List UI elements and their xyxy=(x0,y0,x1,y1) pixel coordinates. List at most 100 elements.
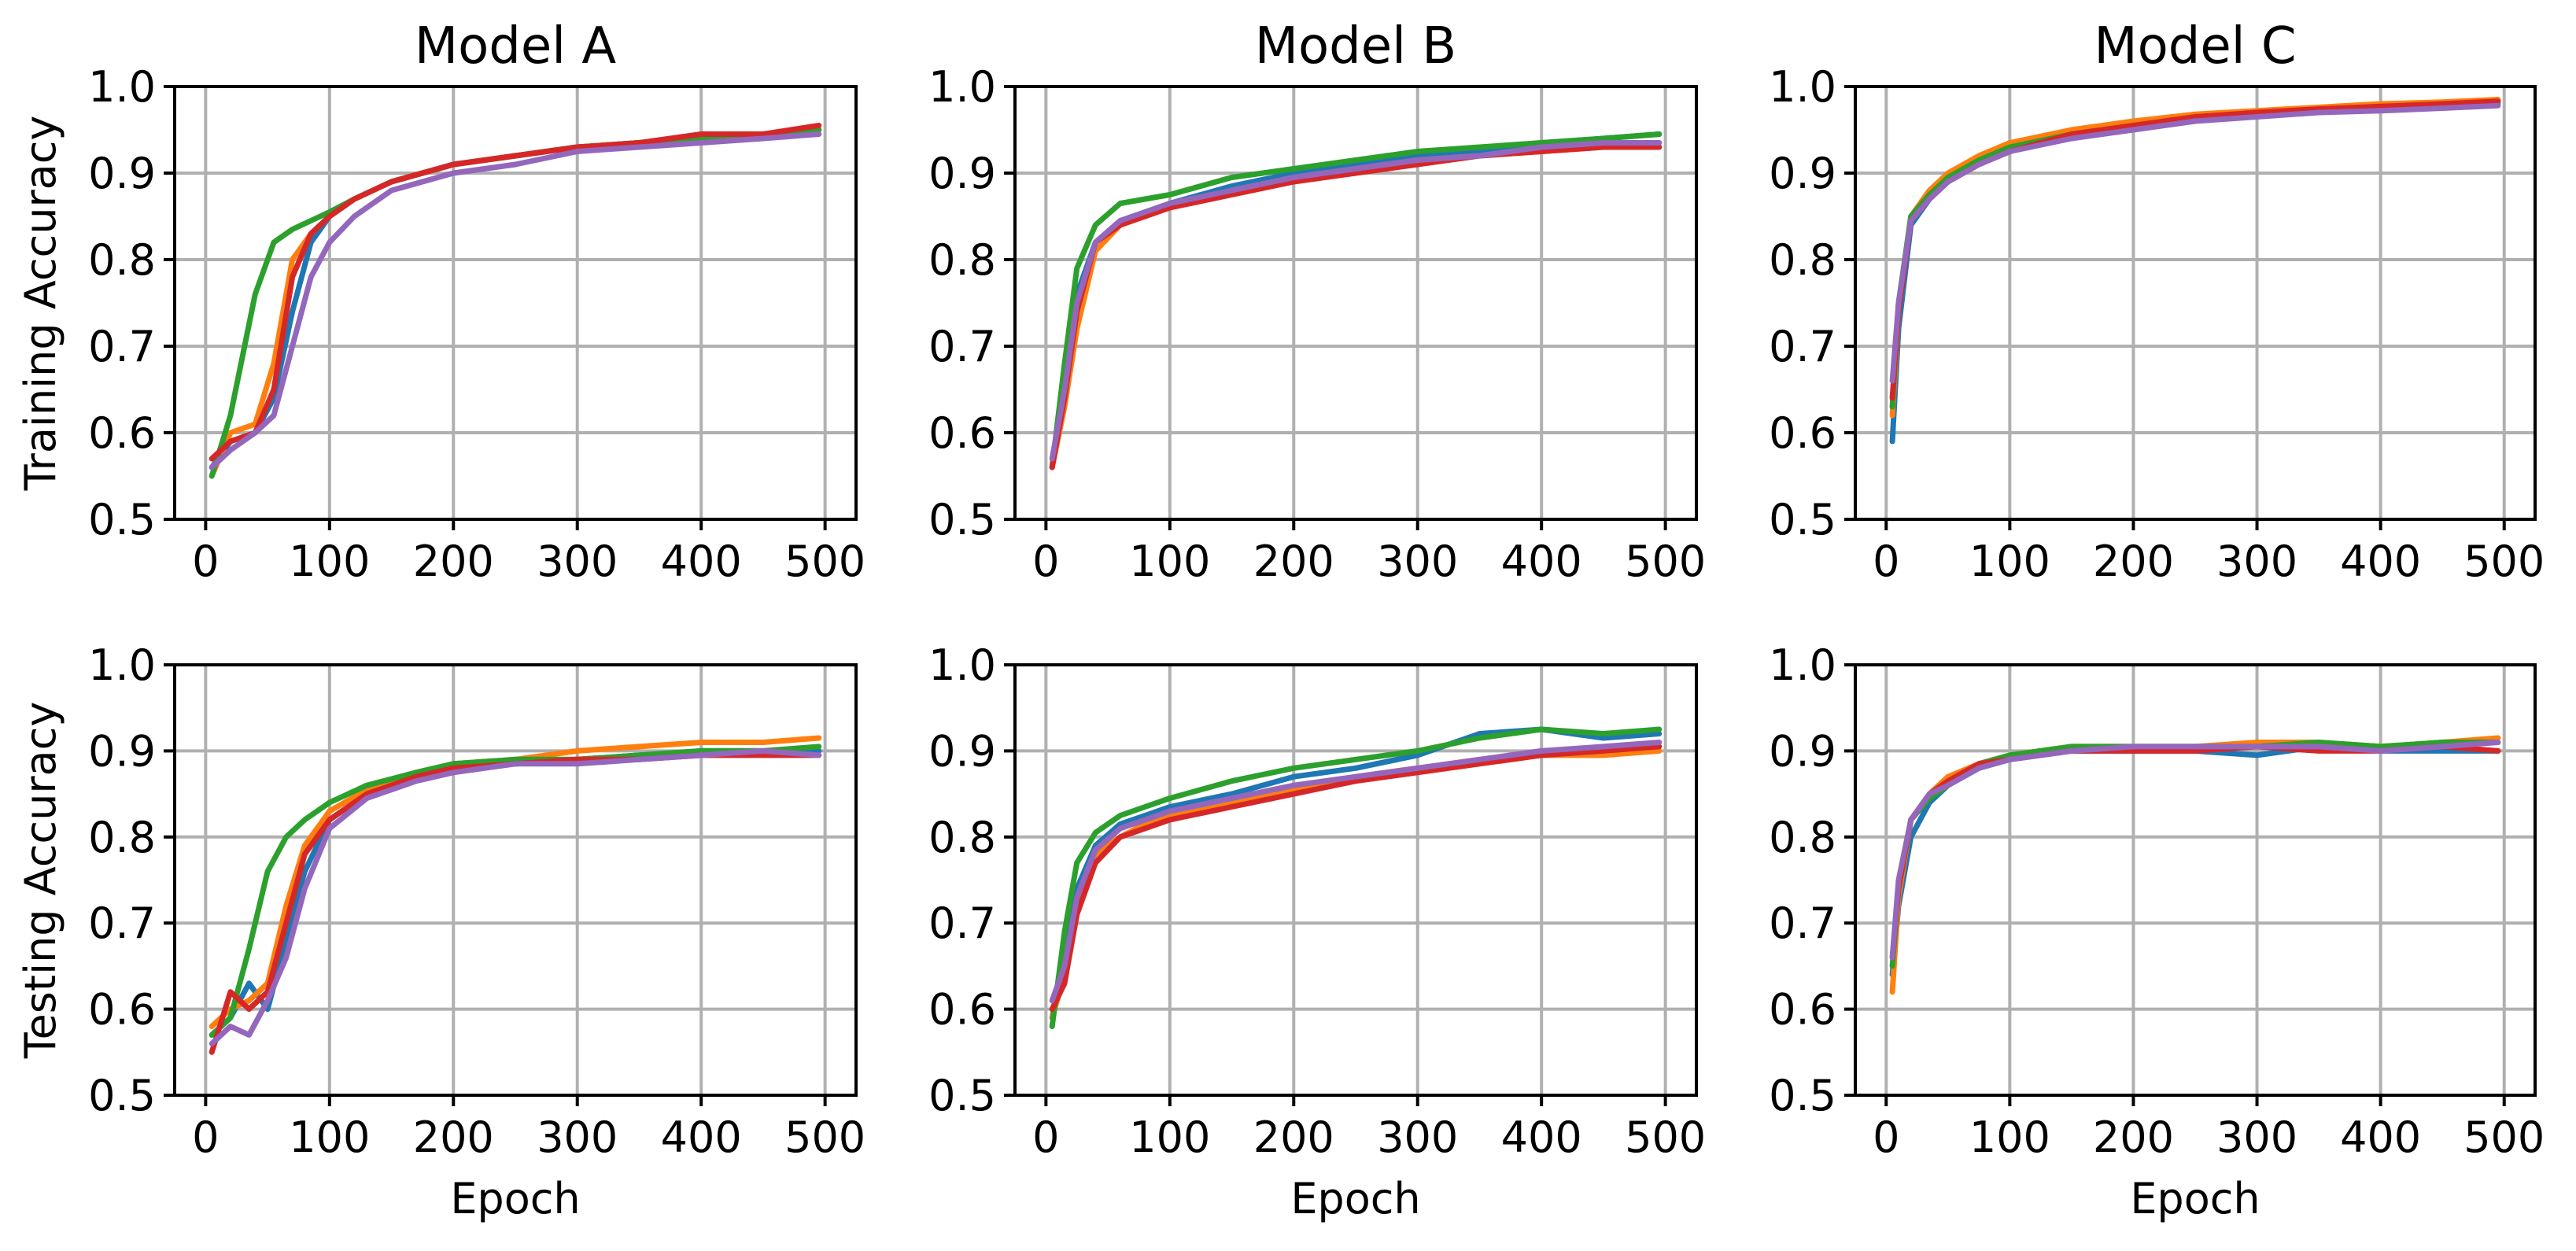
test-C-series-run5 xyxy=(1889,740,2501,961)
test-C-grid xyxy=(1855,663,2535,1097)
test-A-ytick-label-5: 1.0 xyxy=(88,640,156,690)
test-B-grid xyxy=(1015,663,1696,1097)
test-C-ytick-label-5: 1.0 xyxy=(1769,640,1836,690)
test-A-ytick-label-3: 0.8 xyxy=(88,813,156,862)
train-A-xtick-label-5: 500 xyxy=(784,537,865,586)
test-C-xtick-label-3: 300 xyxy=(2216,1113,2297,1162)
train-A-xtick-label-4: 400 xyxy=(661,537,742,586)
train-B-xtick-label-5: 500 xyxy=(1625,537,1706,586)
train-C-ytick-label-4: 0.9 xyxy=(1769,149,1836,198)
test-B-series-run2 xyxy=(1049,747,1663,1020)
train-C-xtick-label-5: 500 xyxy=(2463,537,2545,586)
test-A-xtick-label-2: 200 xyxy=(413,1113,494,1162)
train-A-ylabel: Training Accuracy xyxy=(16,116,65,492)
test-C-axes-frame xyxy=(1854,663,2537,1097)
test-C-xtick-label-5: 500 xyxy=(2463,1113,2545,1162)
train-C-series-run4 xyxy=(1889,98,2501,401)
train-B-series-run2 xyxy=(1049,140,1663,471)
train-B-series-run4 xyxy=(1049,144,1663,471)
train-B-ytick-label-2: 0.7 xyxy=(928,322,996,371)
train-B-ytick-label-4: 0.9 xyxy=(928,149,996,198)
train-B-series-run1 xyxy=(1049,131,1663,471)
train-B-ytick-label-0: 0.5 xyxy=(928,495,996,544)
test-A-ytick-label-1: 0.6 xyxy=(88,985,156,1035)
train-A-ytick-label-3: 0.8 xyxy=(88,235,156,285)
test-A-ytick-label-2: 0.7 xyxy=(88,899,156,948)
test-A-xtick-label-3: 300 xyxy=(537,1113,618,1162)
test-A-grid xyxy=(175,663,856,1097)
test-B-ytick-label-0: 0.5 xyxy=(928,1071,996,1120)
test-C-xtick-label-4: 400 xyxy=(2340,1113,2421,1162)
test-C-xtick-label-1: 100 xyxy=(1969,1113,2050,1162)
test-B-series-run5 xyxy=(1049,740,1663,1004)
train-A-xtick-label-0: 0 xyxy=(192,537,219,586)
train-B-xtick-label-2: 200 xyxy=(1253,537,1334,586)
train-B-ytick-label-1: 0.6 xyxy=(928,408,996,458)
train-A-xtick-label-1: 100 xyxy=(289,537,370,586)
test-C-xlabel: Epoch xyxy=(2130,1174,2260,1223)
test-B-ytick-label-5: 1.0 xyxy=(928,640,996,690)
test-C-series-run4 xyxy=(1889,744,2501,961)
train-A-ytick-label-2: 0.7 xyxy=(88,322,156,371)
test-B-xtick-label-4: 400 xyxy=(1501,1113,1582,1162)
train-B-ytick-label-5: 1.0 xyxy=(928,62,996,112)
test-B-xtick-label-3: 300 xyxy=(1377,1113,1458,1162)
test-B-xtick-label-0: 0 xyxy=(1032,1113,1059,1162)
test-C-ytick-label-2: 0.7 xyxy=(1769,899,1836,948)
test-C-series-run2 xyxy=(1889,735,2501,995)
test-A-ytick-label-0: 0.5 xyxy=(88,1071,156,1120)
test-A-xtick-label-1: 100 xyxy=(289,1113,370,1162)
train-C-grid xyxy=(1855,85,2535,521)
test-C-xtick-label-0: 0 xyxy=(1873,1113,1899,1162)
train-C-ytick-label-5: 1.0 xyxy=(1769,62,1836,112)
test-A-axes-frame xyxy=(173,663,858,1097)
test-B-ytick-label-1: 0.6 xyxy=(928,985,996,1035)
train-B-series-run5 xyxy=(1049,140,1663,462)
test-A-series-run3 xyxy=(209,744,822,1038)
train-C-xtick-label-2: 200 xyxy=(2093,537,2174,586)
test-A-xtick-label-4: 400 xyxy=(661,1113,742,1162)
test-A-ylabel: Testing Accuracy xyxy=(16,702,65,1060)
train-B-xtick-label-0: 0 xyxy=(1032,537,1059,586)
test-A-xtick-label-0: 0 xyxy=(192,1113,219,1162)
train-C-xtick-label-3: 300 xyxy=(2216,537,2297,586)
train-A-xtick-label-3: 300 xyxy=(537,537,618,586)
test-B-series-run3 xyxy=(1049,726,1663,1029)
train-A-ytick-label-4: 0.9 xyxy=(88,149,156,198)
train-B-axes-frame xyxy=(1013,85,1698,521)
test-A-xlabel: Epoch xyxy=(450,1174,580,1223)
test-A-xtick-label-5: 500 xyxy=(784,1113,865,1162)
train-B-ytick-label-3: 0.8 xyxy=(928,235,996,285)
test-B-ytick-label-4: 0.9 xyxy=(928,726,996,776)
test-B-xlabel: Epoch xyxy=(1290,1174,1420,1223)
train-A-ytick-label-5: 1.0 xyxy=(88,62,156,112)
train-A-grid xyxy=(175,85,856,521)
train-B-xtick-label-3: 300 xyxy=(1377,537,1458,586)
train-C-series-run3 xyxy=(1889,99,2501,410)
test-C-ytick-label-0: 0.5 xyxy=(1769,1071,1836,1120)
train-A-ytick-label-0: 0.5 xyxy=(88,495,156,544)
train-B-grid xyxy=(1015,85,1696,521)
test-C-ytick-label-1: 0.6 xyxy=(1769,985,1836,1035)
train-C-xtick-label-1: 100 xyxy=(1969,537,2050,586)
train-A-ytick-label-1: 0.6 xyxy=(88,408,156,458)
train-A-axes-frame xyxy=(173,85,858,521)
train-A-series-run4 xyxy=(209,123,822,462)
train-C-ytick-label-3: 0.8 xyxy=(1769,235,1836,285)
test-C-series-run1 xyxy=(1889,744,2501,978)
train-C-series-run5 xyxy=(1889,102,2501,384)
test-C-series-run3 xyxy=(1889,740,2501,969)
test-C-xtick-label-2: 200 xyxy=(2093,1113,2174,1162)
train-C-xtick-label-4: 400 xyxy=(2340,537,2421,586)
test-B-xtick-label-2: 200 xyxy=(1253,1113,1334,1162)
train-C-ytick-label-0: 0.5 xyxy=(1769,495,1836,544)
test-B-xtick-label-1: 100 xyxy=(1129,1113,1210,1162)
test-B-xtick-label-5: 500 xyxy=(1625,1113,1706,1162)
train-C-ytick-label-2: 0.7 xyxy=(1769,322,1836,371)
test-B-ytick-label-2: 0.7 xyxy=(928,899,996,948)
test-A-series-run5 xyxy=(209,747,822,1046)
test-B-axes-frame xyxy=(1013,663,1698,1097)
test-C-ytick-label-3: 0.8 xyxy=(1769,813,1836,862)
train-A-series-run5 xyxy=(209,131,822,471)
